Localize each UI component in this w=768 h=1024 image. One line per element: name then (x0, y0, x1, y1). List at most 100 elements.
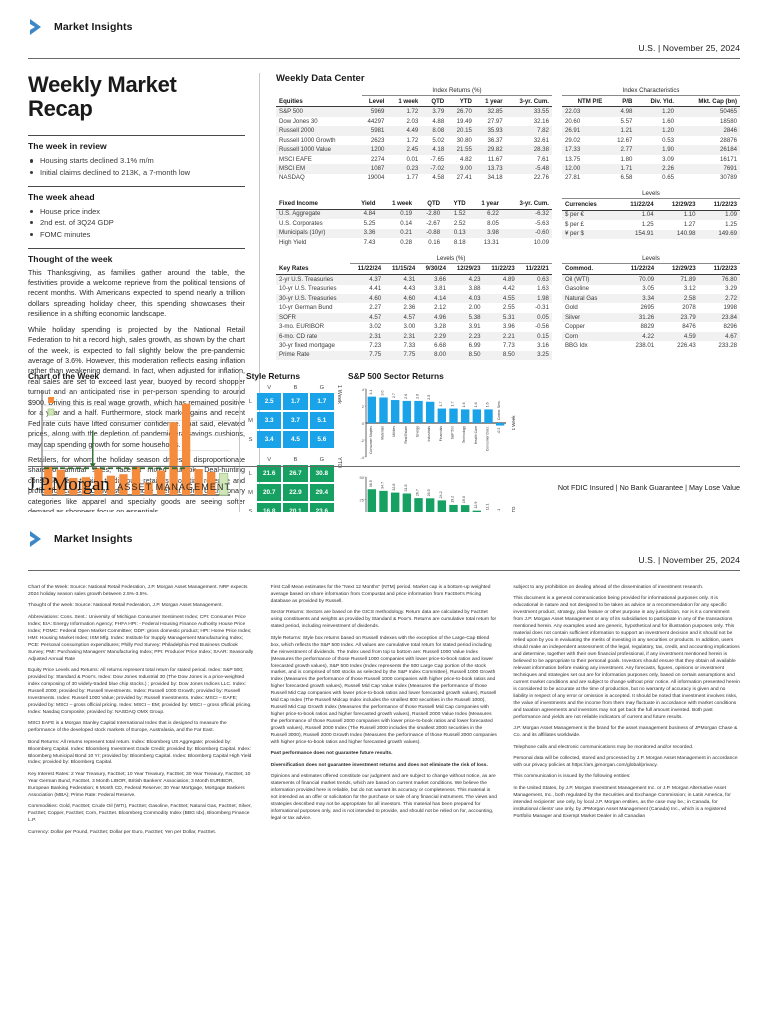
column-header: 3-yr. Cum. (505, 97, 552, 108)
cell-value: 3.79 (432, 108, 445, 116)
footer-divider (28, 466, 740, 467)
cell-value: 76.80 (721, 275, 737, 283)
cell-value: 1.63 (537, 285, 549, 293)
row-label: Russell 1000 Value (279, 146, 332, 154)
column-header: Commod. (561, 264, 616, 276)
cell-value: 1.77 (406, 174, 419, 182)
row-label: Gasoline (564, 285, 590, 293)
chevron-right-icon (28, 18, 44, 36)
row-label: 22.03 (564, 108, 581, 116)
row-label: SOFR (279, 313, 296, 321)
disclosure-paragraph: Diversification does not guarantee inves… (270, 762, 488, 768)
cell-value: 5.02 (432, 136, 445, 144)
cell-value: 2.29 (434, 332, 446, 340)
cell-value: 4.55 (502, 294, 515, 302)
table-row: 27.81 6.58 0.65 30789 (562, 174, 740, 183)
style-row-header: M (248, 489, 253, 496)
cell-value: 20.15 (456, 127, 472, 135)
column-header: Equities (276, 97, 358, 108)
row-label: 17.33 (564, 146, 581, 154)
svg-text:24.2: 24.2 (439, 491, 443, 498)
cell-value: 6.68 (434, 342, 446, 349)
cell-value: 1200 (370, 146, 385, 154)
cell-value: 7.75 (403, 351, 416, 359)
table-row: Oil (WTI) 70.09 71.89 76.80 (561, 274, 740, 285)
cell-value: 2274 (370, 155, 385, 163)
cell-value: 6.22 (487, 210, 499, 218)
cell-value: 4.37 (369, 275, 382, 283)
section-divider (28, 185, 245, 187)
cell-value: 30.80 (456, 136, 472, 144)
cell-value: 27.97 (487, 117, 503, 125)
disclosure-paragraph: J.P. Morgan Asset Management is the bran… (513, 726, 738, 739)
chart-of-the-week-title: Chart of the Week (28, 371, 100, 381)
cell-value: 4.60 (403, 294, 416, 302)
cell-value: 23.79 (680, 313, 696, 321)
table-row: NASDAQ 19004 1.77 4.58 27.41 34.18 22.76 (276, 174, 552, 183)
table-row: U.S. Aggregate 4.84 0.19 -2.80 1.52 6.22 -6.32 (276, 209, 552, 220)
table-row: 30-yr U.S. Treasuries 4.60 4.60 4.14 4.03 4.5… (276, 293, 552, 304)
style-cell: 22.9 (283, 484, 308, 501)
row-label: 10-yr German Bund (279, 304, 333, 312)
row-label: 10-yr U.S. Treasuries (279, 285, 337, 293)
style-col-header: V (267, 385, 272, 391)
cell-value: 1.52 (453, 210, 466, 218)
column-header: 11/22/23 (698, 264, 740, 276)
table-row: Natural Gas 3.34 2.58 2.72 (561, 293, 740, 304)
cell-value: 4.60 (369, 294, 382, 302)
column-header: 1 week (378, 199, 416, 210)
column-header: 1 year (474, 97, 506, 108)
cell-value: 1.25 (725, 220, 737, 228)
cell-value: 1.20 (662, 108, 674, 116)
cell-value: 2.31 (403, 332, 416, 340)
column-header: 11/15/24 (384, 264, 419, 276)
table-row: 3-mo. EURIBOR 3.02 3.00 3.28 3.91 3.96 -0.56 (276, 322, 552, 331)
row-label: 30-yr U.S. Treasuries (279, 294, 337, 302)
disclosure-paragraph: Abbreviations: Cons. Sent.: University o… (28, 614, 254, 662)
column-header: 12/29/23 (448, 264, 484, 276)
cell-value: -7.65 (430, 155, 445, 163)
style-col-header: B (293, 457, 298, 463)
table-row: MSCI EAFE 2274 0.01 -7.65 4.82 11.67 7.61 (276, 155, 552, 164)
commodities-table: Commod. 11/22/24 12/29/23 11/22/23 Oil (WTI… (561, 264, 740, 351)
cell-value: -0.56 (535, 323, 549, 331)
cell-value: 1.72 (406, 136, 419, 144)
week-ahead-heading: The week ahead (28, 191, 95, 202)
section-divider (28, 247, 245, 249)
cell-value: 8829 (640, 323, 655, 331)
row-label: 30-yr fixed mortgage (279, 342, 335, 349)
table-row: 22.03 4.98 1.20 50465 (561, 106, 740, 117)
header-divider (28, 570, 740, 571)
cell-value: 28.38 (533, 146, 549, 154)
table-header-row: Equities Level 1 week QTD YTD 1 year 3-yr. Cum… (276, 97, 552, 108)
commodities-group-header: Levels (561, 255, 740, 264)
row-label: 12.00 (564, 164, 581, 172)
svg-text:Comm. Serv.: Comm. Serv. (497, 400, 501, 420)
cell-value: -6.32 (535, 210, 549, 218)
cell-value: 7.61 (537, 155, 549, 163)
table-row: MSCI EM 1087 0.23 -7.02 9.00 13.73 -5.48 (276, 164, 552, 174)
cell-value: 6.99 (468, 342, 481, 349)
cell-value: 4.43 (403, 285, 416, 293)
svg-text:2.6: 2.6 (404, 394, 408, 399)
row-label: Corn (564, 332, 579, 340)
cell-value: 226.43 (677, 342, 696, 349)
svg-text:32.8: 32.8 (392, 484, 396, 491)
svg-text:Financials: Financials (439, 426, 443, 442)
row-label: 13.75 (564, 155, 581, 163)
cell-value: 1.27 (683, 220, 696, 228)
cell-value: 2623 (370, 136, 385, 144)
cell-value: 16171 (720, 155, 737, 163)
week-ahead-list: House price index 2nd est. of 3Q24 GDP F… (28, 206, 245, 241)
cell-value: 1.80 (620, 155, 633, 163)
cell-value: 1.09 (725, 211, 737, 219)
cell-value: 1.20 (662, 127, 674, 135)
svg-text:Real Estate: Real Estate (404, 426, 408, 444)
style-cell: 29.4 (309, 484, 334, 501)
data-center-title: Weekly Data Center (276, 73, 365, 84)
style-panel-label: YTD (336, 457, 342, 469)
style-returns-panel: V B G L 21.6 26.7 30.8 M 20.7 22.9 29.4 S 16.8 20.1 23… (246, 457, 342, 512)
cell-value: 0.23 (406, 164, 419, 172)
cell-value: 3.29 (725, 285, 737, 293)
svg-text:-2: -2 (360, 438, 364, 443)
